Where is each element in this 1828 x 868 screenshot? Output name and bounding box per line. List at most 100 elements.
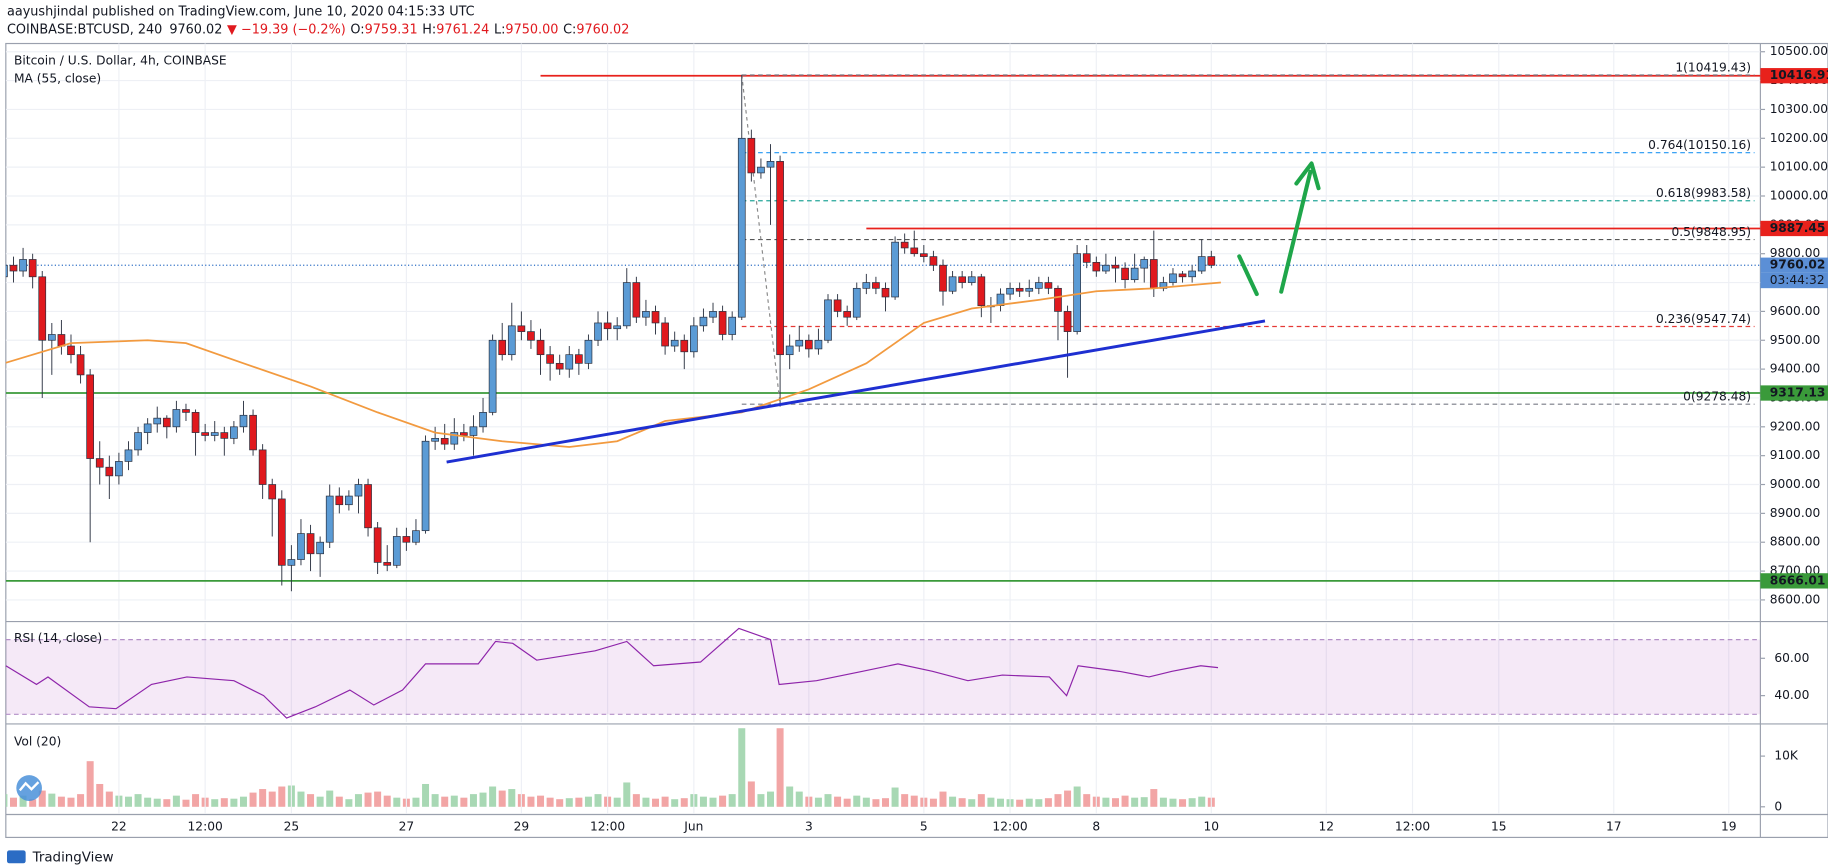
last: 9760.02 bbox=[169, 22, 222, 37]
candle-body bbox=[651, 311, 660, 324]
candle-body bbox=[19, 259, 27, 272]
volume-bar bbox=[96, 783, 104, 807]
candle-body bbox=[900, 241, 909, 249]
candle-body bbox=[1025, 287, 1034, 292]
chart-title: Bitcoin / U.S. Dollar, 4h, COINBASE bbox=[14, 54, 227, 68]
symbol: COINBASE:BTCUSD, 240 bbox=[7, 22, 162, 37]
candle-body bbox=[402, 536, 411, 543]
candle-body bbox=[220, 432, 229, 439]
candle-body bbox=[661, 322, 669, 347]
volume-bar bbox=[239, 796, 247, 807]
volume-bar bbox=[795, 791, 803, 807]
candle-body bbox=[680, 339, 689, 353]
volume-bar bbox=[441, 796, 449, 807]
y-tick-label: 9200.00 bbox=[1770, 419, 1821, 433]
candle-body bbox=[862, 282, 871, 289]
o-label: O: bbox=[350, 22, 364, 37]
candle-body bbox=[709, 311, 717, 318]
volume-bar bbox=[1150, 789, 1158, 807]
arrow-head bbox=[1294, 161, 1321, 191]
volume-bar bbox=[623, 782, 631, 807]
volume-bar bbox=[297, 791, 305, 807]
chart-layer: 1(10419.43) 0.764(10150.16) 0.618(9983.58)… bbox=[5, 43, 1828, 833]
candle-body bbox=[479, 412, 487, 428]
o-value: 9759.31 bbox=[365, 22, 418, 37]
candle-body bbox=[86, 374, 95, 459]
volume-bar bbox=[19, 795, 27, 807]
volume-bar bbox=[9, 797, 17, 807]
volume-bar bbox=[508, 789, 516, 807]
volume-bar bbox=[1111, 798, 1119, 807]
h-value: 9761.24 bbox=[436, 22, 489, 37]
volume-bar bbox=[901, 794, 909, 807]
volume-bar bbox=[316, 796, 324, 807]
candle-body bbox=[210, 432, 219, 436]
candle-body bbox=[162, 417, 171, 428]
volume-bar bbox=[709, 797, 717, 807]
ma-legend: MA (55, close) bbox=[14, 71, 101, 85]
candle-body bbox=[555, 362, 564, 370]
volume-bar bbox=[1179, 799, 1187, 807]
volume-bar bbox=[594, 794, 602, 807]
candle-body bbox=[421, 440, 430, 532]
candle-body bbox=[699, 316, 708, 327]
candle-body bbox=[757, 166, 765, 174]
candle-body bbox=[575, 354, 583, 364]
candle-body bbox=[28, 259, 37, 278]
y-tick-label: 9600.00 bbox=[1770, 304, 1821, 318]
volume-bar bbox=[939, 791, 947, 807]
candle-body bbox=[594, 322, 602, 341]
candle-body bbox=[642, 311, 650, 318]
volume-bar bbox=[412, 797, 420, 807]
volume-bar bbox=[1083, 794, 1091, 807]
vol-tick-label: 0 bbox=[1774, 799, 1782, 813]
candle-body bbox=[1006, 287, 1014, 295]
candle-body bbox=[1140, 259, 1149, 269]
candle-body bbox=[948, 276, 957, 292]
x-tick-label: 22 bbox=[111, 819, 127, 833]
candle-body bbox=[517, 325, 526, 332]
volume-bar bbox=[1073, 786, 1081, 807]
candle-body bbox=[1207, 256, 1216, 266]
x-tick-label: 17 bbox=[1606, 819, 1622, 833]
candle-body bbox=[38, 276, 47, 341]
y-tick-label: 10200.00 bbox=[1770, 131, 1828, 145]
volume-bar bbox=[556, 799, 564, 807]
volume-bar bbox=[661, 796, 669, 807]
candle-body bbox=[843, 311, 852, 318]
volume-bar bbox=[1131, 797, 1139, 807]
price-label-box bbox=[1760, 68, 1828, 84]
volume-bar bbox=[776, 728, 784, 807]
tv-badge-icon bbox=[18, 781, 40, 792]
candle-body bbox=[76, 354, 85, 376]
volume-bar bbox=[537, 795, 545, 807]
candle-body bbox=[412, 530, 420, 543]
candle-body bbox=[881, 287, 890, 298]
volume-bar bbox=[450, 795, 458, 807]
price-label: 9887.45 bbox=[1770, 221, 1826, 235]
volume-bar bbox=[67, 797, 75, 807]
volume-bar bbox=[86, 761, 94, 807]
change: ▼ −19.39 (−0.2%) bbox=[227, 22, 346, 37]
y-tick-label: 10500.00 bbox=[1770, 44, 1828, 58]
volume-bar bbox=[575, 797, 583, 807]
volume-bar bbox=[192, 794, 200, 807]
chart-frame bbox=[5, 42, 1828, 839]
candle-body bbox=[373, 527, 382, 563]
candle-body bbox=[345, 495, 353, 506]
candle-body bbox=[958, 276, 967, 283]
published-line: aayushjindal published on TradingView.co… bbox=[7, 4, 475, 19]
candle-body bbox=[1054, 287, 1062, 312]
candle-body bbox=[258, 449, 267, 485]
symbol-line: COINBASE:BTCUSD, 240 9760.02 ▼ −19.39 (−0.… bbox=[7, 22, 629, 37]
volume-bar bbox=[326, 790, 334, 807]
candle-body bbox=[488, 339, 497, 413]
volume-bar bbox=[757, 794, 765, 807]
rsi-line bbox=[5, 627, 1219, 719]
candle-body bbox=[153, 417, 162, 425]
candle-body bbox=[919, 253, 928, 257]
volume-bar bbox=[527, 796, 535, 807]
fib-label: 1(10419.43) bbox=[1675, 60, 1751, 74]
candle-body bbox=[1197, 256, 1206, 272]
price-label: 8666.01 bbox=[1770, 573, 1826, 587]
